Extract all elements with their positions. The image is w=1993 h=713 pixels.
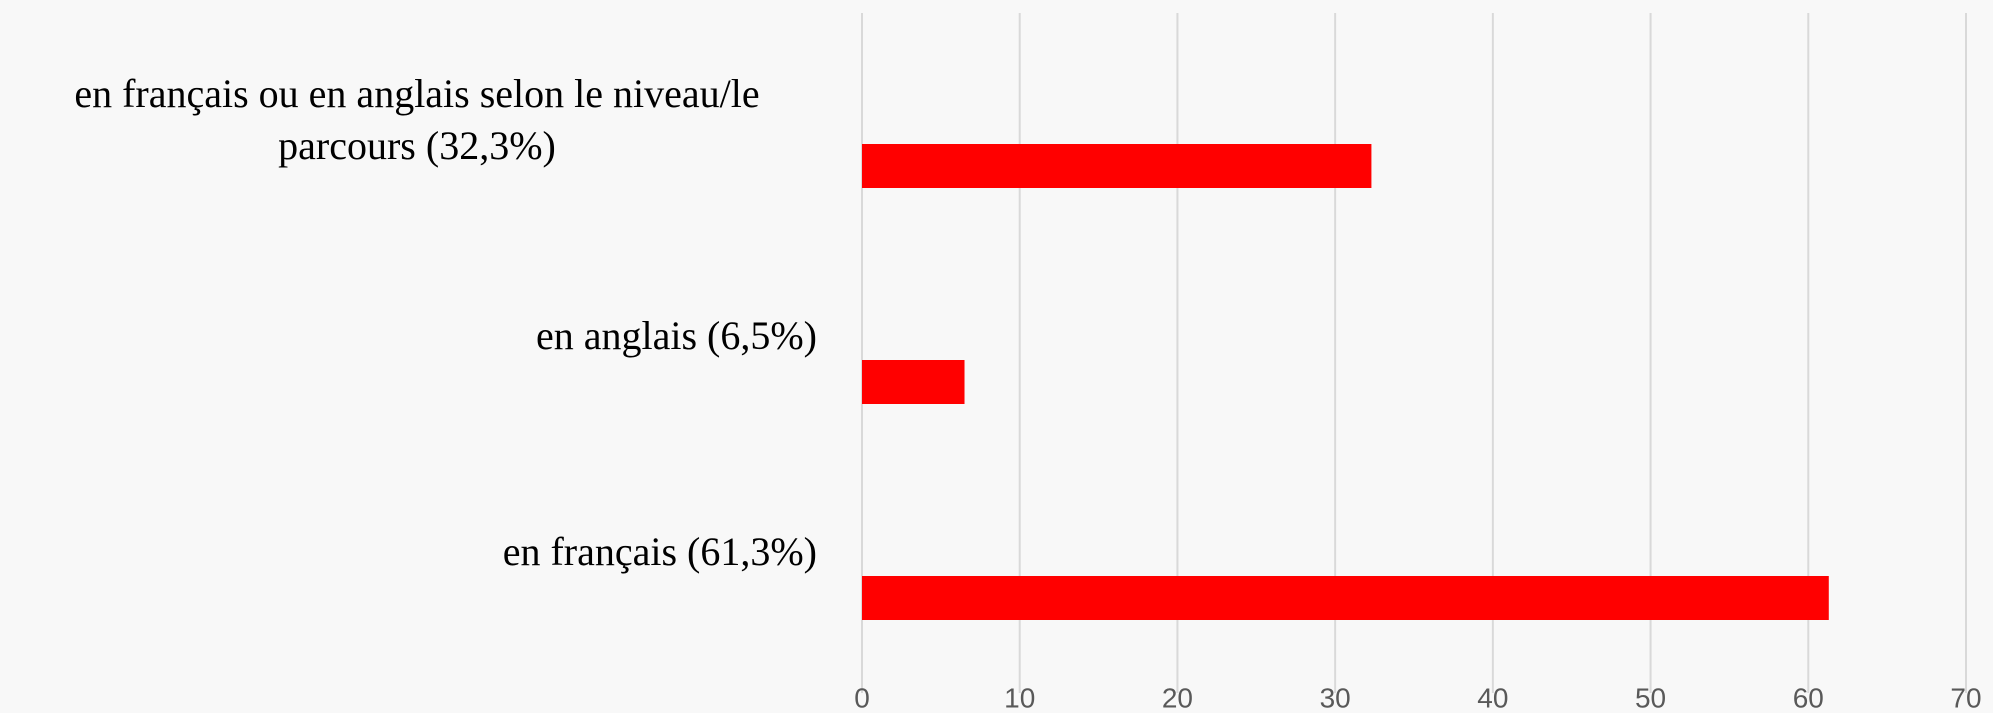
bar — [862, 576, 1829, 620]
category-label: en anglais (6,5%) — [535, 313, 817, 358]
category-label: en français (61,3%) — [502, 529, 817, 574]
bar — [862, 360, 965, 404]
category-label: en français ou en anglais selon le nivea… — [74, 71, 760, 168]
x-tick-label: 40 — [1477, 682, 1508, 713]
x-tick-label: 50 — [1635, 682, 1666, 713]
bar — [862, 144, 1372, 188]
x-tick-label: 30 — [1320, 682, 1351, 713]
x-tick-label: 10 — [1004, 682, 1035, 713]
x-tick-label: 0 — [854, 682, 870, 713]
x-tick-label: 20 — [1162, 682, 1193, 713]
x-tick-label: 70 — [1950, 682, 1981, 713]
x-tick-label: 60 — [1793, 682, 1824, 713]
